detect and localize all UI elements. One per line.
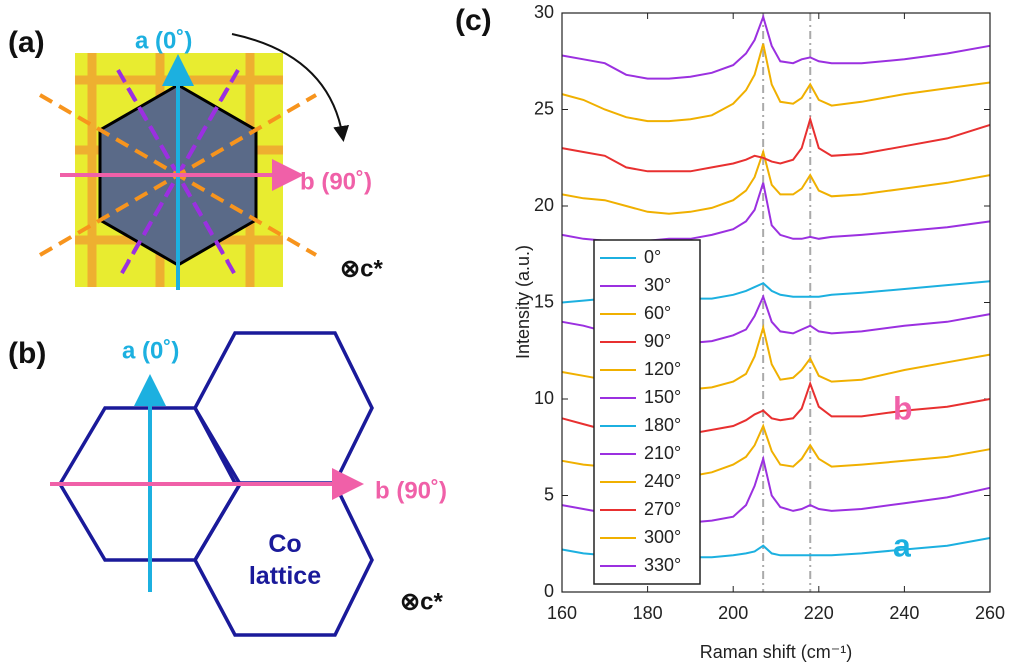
panel-label: (b) [8,337,46,370]
legend-label: 0° [644,247,661,267]
legend-label: 180° [644,415,681,435]
b-axis-label: b (90˚) [375,477,447,504]
c-axis-label: ⊗c* [340,255,383,282]
spectrum-line [561,182,991,242]
legend-label: 120° [644,359,681,379]
plot-frame [561,12,991,593]
y-tick-label: 10 [534,388,554,408]
x-tick-label: 220 [804,603,834,623]
spectrum-line [561,13,991,80]
y-tick-label: 15 [534,291,554,311]
y-tick-label: 30 [534,2,554,22]
a-axis-label: a (0˚) [135,27,192,54]
legend-box [593,239,701,585]
y-axis-title: Intensity (a.u.) [513,245,533,359]
legend-label: 60° [644,303,671,323]
x-tick-label: 240 [889,603,919,623]
legend-label: 90° [644,331,671,351]
panel-label: (c) [455,4,492,37]
panel-label: (a) [8,26,45,59]
c-axis-label: ⊗c* [400,588,443,615]
b-axis-label: b (90˚) [300,168,372,195]
legend-label: 270° [644,499,681,519]
legend-label: 30° [644,275,671,295]
legend-label: 300° [644,527,681,547]
x-tick-label: 160 [547,603,577,623]
legend-label: 330° [644,555,681,575]
legend-label: 240° [644,471,681,491]
lattice-label: Co lattice [248,530,322,590]
x-tick-label: 200 [718,603,748,623]
y-tick-label: 25 [534,98,554,118]
spectrum-line [561,115,991,173]
x-tick-label: 260 [975,603,1005,623]
annotation: b [893,390,913,426]
legend-label: 150° [644,387,681,407]
y-tick-label: 20 [534,195,554,215]
x-axis-title: Raman shift (cm⁻¹) [700,642,853,662]
x-tick-label: 180 [633,603,663,623]
spectrum-line [561,148,991,215]
crystal-photo [38,33,350,290]
legend-label: 210° [644,443,681,463]
spectrum-line [561,43,991,123]
a-axis-label: a (0˚) [122,337,179,364]
annotation: a [893,527,911,563]
y-tick-label: 5 [544,484,554,504]
y-tick-label: 0 [544,581,554,601]
